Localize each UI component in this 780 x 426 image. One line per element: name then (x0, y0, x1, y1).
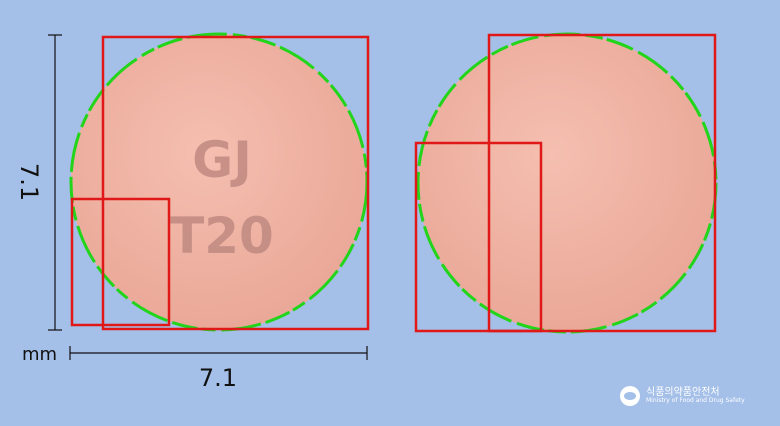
front-box-large (101, 35, 370, 331)
logo-english-name: Ministry of Food and Drug Safety (646, 397, 745, 405)
back-box-large (487, 33, 717, 333)
width-dimension: 7.1 (69, 346, 368, 392)
pill-back (416, 32, 718, 334)
detection-boxes (70, 33, 717, 333)
height-label: 7.1 (15, 163, 43, 201)
front-box-small (70, 197, 171, 327)
width-label: 7.1 (199, 364, 237, 392)
back-box-small (414, 141, 543, 333)
logo-korean-name: 식품의약품안전처 (646, 386, 720, 398)
mfds-emblem-icon (620, 386, 640, 406)
pill-front: GJ T20 (69, 32, 369, 332)
height-dimension: 7.1 (15, 34, 62, 331)
mfds-logo: 식품의약품안전처 Ministry of Food and Drug Safet… (620, 386, 745, 406)
imprint-line-1: GJ (192, 131, 252, 189)
unit-label: mm (22, 344, 57, 365)
imprint-line-2: T20 (170, 207, 274, 265)
